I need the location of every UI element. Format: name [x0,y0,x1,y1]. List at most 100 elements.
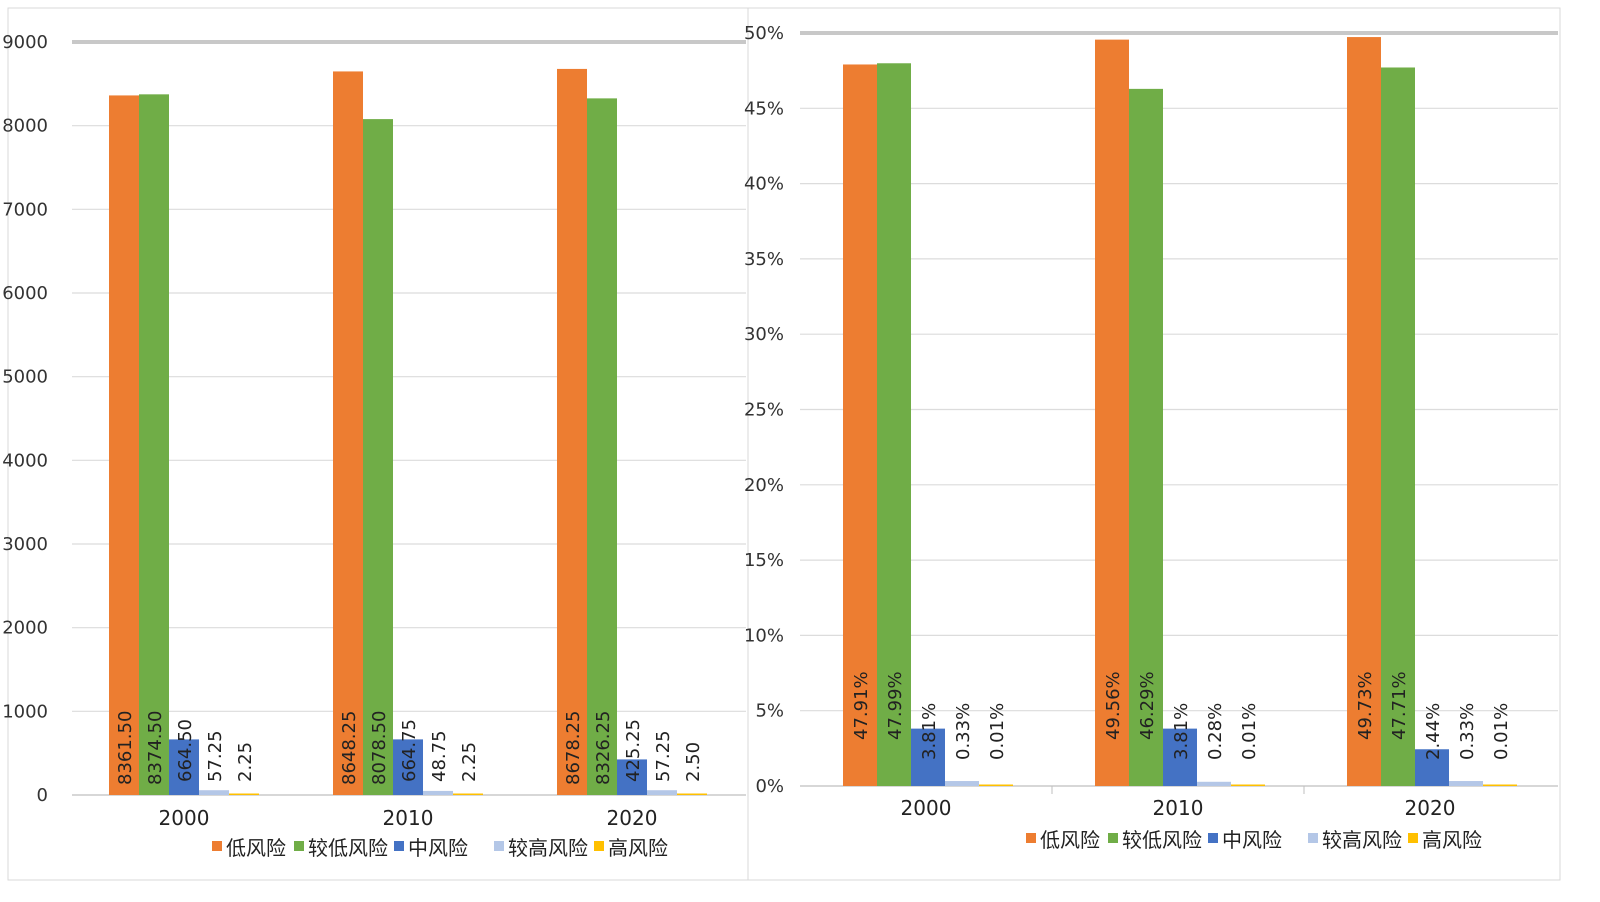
right-bar-2010-s2 [1163,728,1197,786]
left-y-tick-label: 7000 [2,199,48,220]
left-legend-label: 较高风险 [508,836,588,860]
left-data-label: 2.50 [683,742,704,782]
left-x-category-label: 2020 [607,806,658,830]
left-x-category-label: 2010 [383,806,434,830]
left-data-label: 8678.25 [563,711,584,785]
left-y-tick-label: 1000 [2,701,48,722]
left-bar-2020-s1 [587,98,617,795]
left-y-tick-label: 8000 [2,116,48,137]
left-data-label: 2.25 [459,742,480,782]
right-y-tick-label: 15% [744,550,784,571]
right-y-tick-label: 35% [744,249,784,270]
left-data-label: 8078.50 [369,711,390,785]
left-data-label: 8648.25 [339,711,360,785]
left-bar-2010-s3 [423,790,453,795]
left-legend-swatch [494,841,504,851]
right-legend-label: 高风险 [1422,828,1482,852]
right-y-tick-label: 5% [755,701,784,722]
left-legend-swatch [394,841,404,851]
left-data-label: 48.75 [429,730,450,782]
right-data-label: 3.81% [919,703,940,760]
right-data-label: 46.29% [1137,671,1158,740]
right-legend-swatch [1108,833,1118,843]
left-legend-label: 低风险 [226,836,286,860]
left-legend-label: 高风险 [608,836,668,860]
right-bar-2020-s0 [1347,37,1381,786]
left-chart: 0 1000 2000 3000 4000 5000 6000 7000 8000 9000 836… [2,7,749,881]
right-y-tick-label: 10% [744,625,784,646]
right-y-tick-label: 25% [744,400,784,421]
left-bar-2000-s4 [229,793,259,795]
right-y-tick-label: 20% [744,475,784,496]
right-data-label: 0.33% [1457,703,1478,760]
left-y-tick-label: 9000 [2,32,48,53]
right-data-label: 47.99% [885,671,906,740]
left-y-tick-label: 5000 [2,367,48,388]
left-bar-2000-s1 [139,94,169,795]
right-data-label: 49.73% [1355,671,1376,740]
left-data-label: 425.25 [623,719,644,782]
left-data-label: 8374.50 [145,711,166,785]
left-legend-swatch [212,841,222,851]
left-legend-swatch [594,841,604,851]
right-bar-2020-s3 [1449,781,1483,786]
right-data-label: 3.81% [1171,703,1192,760]
left-data-label: 664.75 [399,719,420,782]
left-bar-2000-s2 [169,739,199,795]
left-bar-2010-s0 [333,71,363,795]
left-y-tick-label: 2000 [2,618,48,639]
left-bar-2000-s0 [109,95,139,796]
right-y-tick-label: 40% [744,174,784,195]
left-bar-2020-s3 [647,790,677,795]
right-data-label: 2.44% [1423,703,1444,760]
right-legend-swatch [1208,833,1218,843]
right-legend-swatch [1026,833,1036,843]
right-y-tick-label: 45% [744,98,784,119]
right-x-category-label: 2000 [901,796,952,820]
left-bar-2010-s2 [393,739,423,795]
right-legend-label: 较高风险 [1322,828,1402,852]
left-y-tick-label: 3000 [2,534,48,555]
right-bar-2000-s2 [911,728,945,786]
right-bar-2010-s3 [1197,781,1231,786]
right-y-tick-label: 30% [744,324,784,345]
right-legend-swatch [1408,833,1418,843]
right-y-tick-label: 50% [744,23,784,44]
right-bar-2020-s4 [1483,784,1517,786]
left-bar-2020-s2 [617,759,647,795]
left-data-label: 57.25 [653,730,674,782]
left-bar-2020-s4 [677,793,707,795]
left-y-tick-label: 0 [37,785,48,806]
left-data-label: 8326.25 [593,711,614,785]
left-bar-2010-s1 [363,119,393,796]
right-data-label: 0.01% [1239,703,1260,760]
left-y-tick-label: 6000 [2,283,48,304]
right-data-label: 49.56% [1103,671,1124,740]
right-data-label: 0.01% [987,703,1008,760]
left-y-tick-label: 4000 [2,450,48,471]
left-bar-2020-s0 [557,68,587,796]
left-bar-2000-s3 [199,790,229,795]
left-data-label: 2.25 [235,742,256,782]
right-chart: 0% 5% 10% 15% 20% 25% 30% 35% 40% 45% 50% 47.91% 47.… [744,7,1561,881]
right-legend-label: 较低风险 [1122,828,1202,852]
right-x-category-label: 2010 [1153,796,1204,820]
right-legend-label: 低风险 [1040,828,1100,852]
right-bar-2000-s1 [877,63,911,786]
left-legend-swatch [294,841,304,851]
right-bar-2020-s2 [1415,749,1449,786]
right-bar-2000-s0 [843,64,877,786]
right-bar-2010-s0 [1095,39,1129,786]
left-bar-2010-s4 [453,793,483,795]
left-legend-label: 中风险 [408,836,468,860]
right-bar-2000-s4 [979,784,1013,786]
right-bar-2020-s1 [1381,67,1415,786]
left-data-label: 8361.50 [115,711,136,785]
right-y-tick-label: 0% [755,776,784,797]
left-legend-label: 较低风险 [308,836,388,860]
right-data-label: 0.33% [953,703,974,760]
right-bar-2010-s4 [1231,784,1265,786]
right-legend-swatch [1308,833,1318,843]
right-data-label: 0.01% [1491,703,1512,760]
